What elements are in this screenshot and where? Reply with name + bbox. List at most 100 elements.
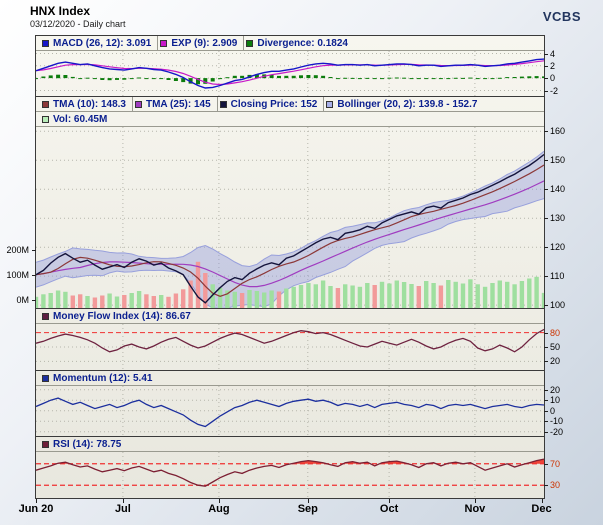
y-axis-label: -2 [550,85,559,96]
y-axis-label: 100 [550,300,566,311]
legend-label: Closing Price: 152 [230,98,318,110]
axis-tick [32,275,36,276]
y-axis-label: 70 [550,458,561,469]
panel-macd: MACD (26, 12): 3.091 EXP (9): 2.909 Diverg… [36,36,544,96]
axis-tick [544,305,548,307]
axis-tick [218,499,220,503]
y-axis-label: 80 [550,327,561,338]
chart-date-and-type: 03/12/2020 - Daily chart [30,19,126,29]
axis-tick [544,218,548,220]
instrument-title: HNX Index [30,4,91,18]
axis-tick [36,499,37,503]
legend-item: EXP (9): 2.909 [158,36,245,50]
panel-momentum: Momentum (12): 5.41 [36,370,544,436]
axis-tick [544,421,548,423]
panel-price: TMA (10): 148.3 TMA (25): 145 Closing Pric… [36,96,544,308]
legend-swatch-icon [246,39,254,47]
axis-tick [544,485,548,487]
legend-item: MACD (26, 12): 3.091 [40,36,159,50]
legend-item: Bollinger (20, 2): 139.8 - 152.7 [324,97,483,111]
legend-swatch-icon [134,100,142,108]
legend-item: Vol: 60.45M [40,112,113,126]
legend-macd: MACD (26, 12): 3.091 EXP (9): 2.909 Diverg… [36,36,544,51]
y-axis-label: 20 [550,384,561,395]
axis-tick [544,361,548,363]
axis-tick [544,347,548,348]
axis-tick [307,499,309,503]
legend-item: TMA (25): 145 [133,97,218,111]
y-axis-label: 2 [550,60,556,71]
legend-label: Bollinger (20, 2): 139.8 - 152.7 [337,98,478,110]
mfi-plot[interactable] [36,324,544,370]
volume-axis-label: 200M [6,245,29,255]
y-axis-label: 160 [550,126,566,137]
legend-item: Money Flow Index (14): 86.67 [40,309,197,323]
legend-item: RSI (14): 78.75 [40,437,127,451]
axis-tick [544,332,548,334]
x-axis-label: Aug [208,503,230,515]
legend-item: Momentum (12): 5.41 [40,371,158,385]
legend-mfi: Money Flow Index (14): 86.67 [36,309,544,324]
price-plot[interactable] [36,127,544,308]
axis-tick [541,499,543,503]
axis-tick [544,410,548,412]
x-axis-label: Oct [379,503,399,515]
volume-axis-label: 0M [16,295,29,305]
x-axis-label: Nov [464,503,486,515]
axis-tick [544,189,548,191]
legend-label: MACD (26, 12): 3.091 [53,37,152,49]
macd-plot[interactable] [36,51,544,96]
y-axis-label: 10 [550,395,561,406]
axis-tick [544,276,548,278]
legend-label: Divergence: 0.1824 [257,37,348,49]
x-axis-label: Jun 20 [18,503,54,515]
axis-tick [474,499,476,503]
axis-tick [389,499,391,503]
y-axis-label: 30 [550,480,561,491]
legend-item: Divergence: 0.1824 [244,36,354,50]
axis-tick [122,499,124,503]
axis-tick [544,463,548,465]
axis-tick [544,247,548,249]
legend-label: EXP (9): 2.909 [171,37,238,49]
legend-price-row1: TMA (10): 148.3 TMA (25): 145 Closing Pric… [36,97,544,112]
y-axis-label: 140 [550,184,566,195]
mfi-svg [36,324,544,370]
rsi-plot[interactable] [36,452,544,498]
legend-label: RSI (14): 78.75 [53,438,122,450]
x-axis-label: Sep [297,503,318,515]
y-axis-label: 120 [550,242,566,253]
momentum-plot[interactable] [36,386,544,436]
legend-swatch-icon [42,374,49,382]
axis-tick [32,300,36,301]
legend-swatch-icon [42,115,49,123]
y-axis-label: 20 [550,356,561,367]
x-axis-label: Jul [114,503,131,515]
legend-swatch-icon [42,39,49,47]
y-axis-label: 4 [550,48,556,59]
panel-mfi: Money Flow Index (14): 86.67 [36,308,544,370]
y-axis-label: 0 [550,73,556,84]
y-axis-label: 130 [550,213,566,224]
legend-label: TMA (25): 145 [145,98,211,110]
price-svg [36,127,544,308]
legend-label: Money Flow Index (14): 86.67 [53,310,191,322]
y-axis-label: -20 [550,426,564,437]
legend-swatch-icon [219,100,227,108]
axis-tick [544,131,548,133]
y-axis-label: 110 [550,271,565,282]
brand-logo: VCBS [542,9,581,24]
momentum-svg [36,386,544,436]
legend-price-row2: Vol: 60.45M [36,112,544,127]
axis-tick [32,250,36,251]
axis-tick [544,431,548,433]
legend-swatch-icon [42,100,49,108]
x-axis-label: Dec [531,503,552,515]
y-axis-label: 150 [550,155,566,166]
legend-swatch-icon [42,440,49,448]
y-axis-label: -10 [550,416,564,427]
axis-tick [544,53,548,55]
legend-label: Vol: 60.45M [53,113,108,125]
legend-label: TMA (10): 148.3 [53,98,126,110]
legend-swatch-icon [42,312,49,320]
